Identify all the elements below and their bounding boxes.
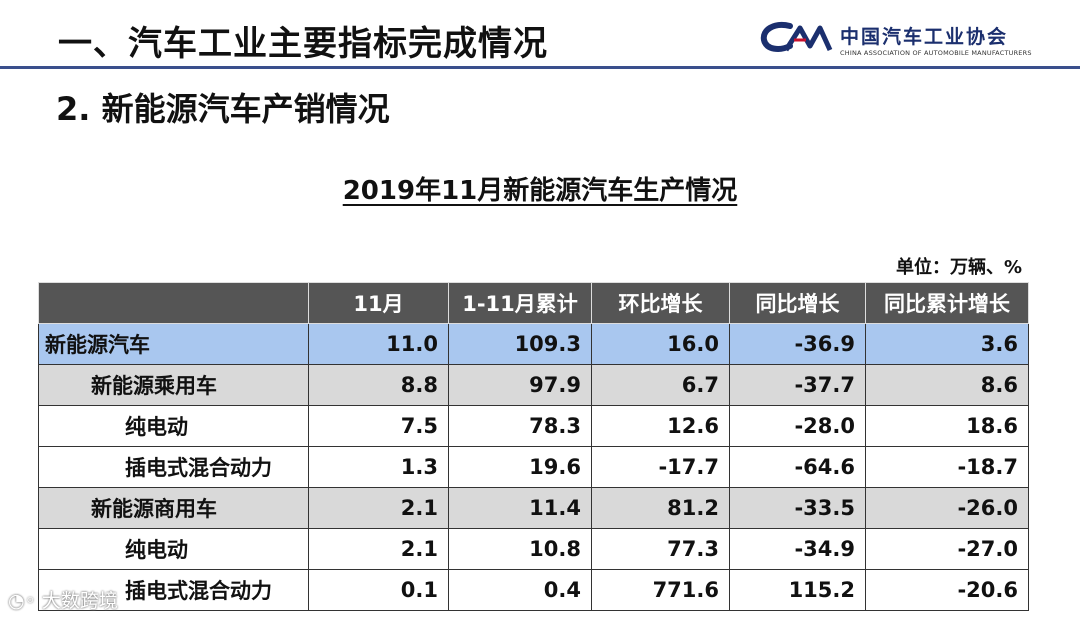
- cell-month: 8.8: [308, 364, 449, 406]
- watermark-logo-icon: ◔◦: [8, 590, 36, 612]
- cell-yoy-growth: -64.6: [729, 446, 866, 488]
- row-label: 纯电动: [38, 528, 309, 570]
- cell-yoy-cumulative-growth: -20.6: [865, 569, 1029, 611]
- row-label: 纯电动: [38, 405, 309, 447]
- watermark: ◔◦ 大数跨境: [8, 586, 118, 613]
- caam-logo-mark-icon: [760, 22, 833, 52]
- cell-yoy-cumulative-growth: 3.6: [865, 323, 1029, 365]
- row-label: 插电式混合动力: [38, 446, 309, 488]
- table-header-row: 11月 1-11月累计 环比增长 同比增长 同比累计增长: [38, 282, 1029, 324]
- cell-yoy-growth: -37.7: [729, 364, 866, 406]
- page-title: 一、汽车工业主要指标完成情况: [58, 24, 548, 64]
- section-title: 2. 新能源汽车产销情况: [56, 90, 390, 128]
- production-table: 11月 1-11月累计 环比增长 同比增长 同比累计增长 新能源汽车 11.0 …: [38, 282, 1029, 611]
- cell-cumulative: 78.3: [448, 405, 592, 447]
- watermark-text: 大数跨境: [41, 590, 118, 612]
- cell-yoy-cumulative-growth: 18.6: [865, 405, 1029, 447]
- table-row: 插电式混合动力 1.3 19.6 -17.7 -64.6 -18.7: [38, 446, 1029, 488]
- caam-logo: 中国汽车工业协会 CHINA ASSOCIATION OF AUTOMOBILE…: [760, 18, 1060, 62]
- table-row: 纯电动 7.5 78.3 12.6 -28.0 18.6: [38, 405, 1029, 447]
- cell-mom-growth: -17.7: [591, 446, 730, 488]
- cell-cumulative: 109.3: [448, 323, 592, 365]
- header-cell-mom-growth: 环比增长: [591, 282, 730, 324]
- cell-cumulative: 10.8: [448, 528, 592, 570]
- cell-mom-growth: 12.6: [591, 405, 730, 447]
- cell-cumulative: 0.4: [448, 569, 592, 611]
- header-cell-month: 11月: [308, 282, 449, 324]
- table-row: 新能源商用车 2.1 11.4 81.2 -33.5 -26.0: [38, 487, 1029, 529]
- cell-yoy-growth: -34.9: [729, 528, 866, 570]
- cell-month: 0.1: [308, 569, 449, 611]
- cell-yoy-growth: -33.5: [729, 487, 866, 529]
- table-title: 2019年11月新能源汽车生产情况: [0, 170, 1080, 207]
- table-row: 纯电动 2.1 10.8 77.3 -34.9 -27.0: [38, 528, 1029, 570]
- cell-month: 7.5: [308, 405, 449, 447]
- header-cell-yoy-growth: 同比增长: [729, 282, 866, 324]
- cell-yoy-growth: 115.2: [729, 569, 866, 611]
- cell-yoy-cumulative-growth: -26.0: [865, 487, 1029, 529]
- table-title-text: 2019年11月新能源汽车生产情况: [342, 176, 738, 206]
- cell-yoy-growth: -36.9: [729, 323, 866, 365]
- cell-mom-growth: 77.3: [591, 528, 730, 570]
- header-cell-category: [38, 282, 309, 324]
- cell-mom-growth: 81.2: [591, 487, 730, 529]
- header-cell-yoy-cumulative-growth: 同比累计增长: [865, 282, 1029, 324]
- header-divider: [0, 66, 1080, 69]
- header-cell-cumulative: 1-11月累计: [448, 282, 592, 324]
- cell-yoy-growth: -28.0: [729, 405, 866, 447]
- cell-cumulative: 11.4: [448, 487, 592, 529]
- cell-mom-growth: 771.6: [591, 569, 730, 611]
- cell-yoy-cumulative-growth: 8.6: [865, 364, 1029, 406]
- cell-mom-growth: 16.0: [591, 323, 730, 365]
- row-label: 新能源乘用车: [38, 364, 309, 406]
- row-label: 新能源汽车: [38, 323, 309, 365]
- cell-month: 11.0: [308, 323, 449, 365]
- logo-name: 中国汽车工业协会: [840, 26, 1009, 48]
- cell-cumulative: 19.6: [448, 446, 592, 488]
- cell-yoy-cumulative-growth: -18.7: [865, 446, 1029, 488]
- cell-month: 1.3: [308, 446, 449, 488]
- table-row: 插电式混合动力 0.1 0.4 771.6 115.2 -20.6: [38, 569, 1029, 611]
- table-row: 新能源乘用车 8.8 97.9 6.7 -37.7 8.6: [38, 364, 1029, 406]
- unit-label: 单位：万辆、%: [895, 257, 1022, 278]
- row-label: 插电式混合动力: [38, 569, 309, 611]
- cell-yoy-cumulative-growth: -27.0: [865, 528, 1029, 570]
- cell-mom-growth: 6.7: [591, 364, 730, 406]
- row-label: 新能源商用车: [38, 487, 309, 529]
- cell-cumulative: 97.9: [448, 364, 592, 406]
- logo-english-name: CHINA ASSOCIATION OF AUTOMOBILE MANUFACT…: [840, 49, 1032, 57]
- cell-month: 2.1: [308, 528, 449, 570]
- cell-month: 2.1: [308, 487, 449, 529]
- table-row: 新能源汽车 11.0 109.3 16.0 -36.9 3.6: [38, 323, 1029, 365]
